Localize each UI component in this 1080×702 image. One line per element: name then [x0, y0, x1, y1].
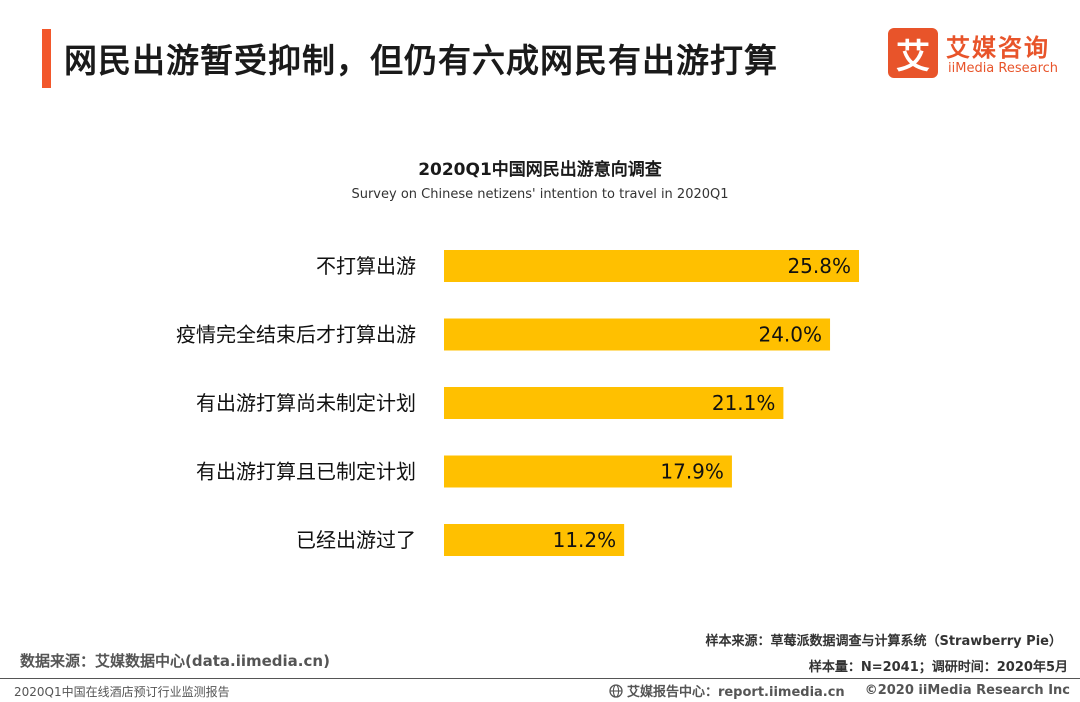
- value-label: 21.1%: [712, 391, 776, 415]
- chart-title: 2020Q1中国网民出游意向调查: [418, 160, 662, 180]
- value-label: 25.8%: [787, 254, 851, 278]
- sample-info: 样本量：N=2041；调研时间：2020年5月: [808, 660, 1068, 675]
- page-title: 网民出游暂受抑制，但仍有六成网民有出游打算: [64, 41, 778, 80]
- data-source: 数据来源：艾媒数据中心(data.iimedia.cn): [20, 652, 330, 670]
- title-accent-bar: [42, 29, 51, 88]
- value-label: 24.0%: [758, 323, 822, 347]
- bar: [444, 455, 732, 488]
- bar: [444, 250, 859, 282]
- bar: [444, 318, 831, 351]
- logo-name-en: iiMedia Research: [948, 61, 1059, 76]
- report-name: 2020Q1中国在线酒店预订行业监测报告: [14, 685, 230, 699]
- footer-divider: [0, 678, 1080, 679]
- category-label: 已经出游过了: [296, 528, 416, 552]
- bar: [444, 524, 625, 556]
- category-label: 疫情完全结束后才打算出游: [176, 323, 416, 347]
- logo-mark: 艾: [888, 28, 938, 78]
- value-label: 11.2%: [553, 528, 617, 552]
- globe-icon: [609, 683, 623, 698]
- bar-chart: 不打算出游 25.8% 疫情完全结束后才打算出游 24.0% 有出游打算尚未制定计划 21…: [176, 250, 859, 556]
- category-label: 不打算出游: [316, 254, 416, 278]
- report-center-link[interactable]: 艾媒报告中心：report.iimedia.cn: [626, 685, 845, 700]
- iimedia-logo: 艾 艾媒咨询 iiMedia Research: [888, 28, 1068, 84]
- report-center-credit: 艾媒报告中心：report.iimedia.cn ©2020 iiMedia R…: [609, 681, 1070, 700]
- sample-source: 样本来源：草莓派数据调查与计算系统（Strawberry Pie）: [705, 634, 1062, 649]
- chart-subtitle: Survey on Chinese netizens' intention to…: [351, 187, 729, 202]
- category-label: 有出游打算尚未制定计划: [196, 391, 416, 415]
- copyright: ©2020 iiMedia Research Inc: [864, 683, 1070, 698]
- bar: [444, 387, 784, 419]
- category-label: 有出游打算且已制定计划: [196, 460, 416, 484]
- logo-name-cn: 艾媒咨询: [946, 34, 1050, 62]
- value-label: 17.9%: [660, 460, 724, 484]
